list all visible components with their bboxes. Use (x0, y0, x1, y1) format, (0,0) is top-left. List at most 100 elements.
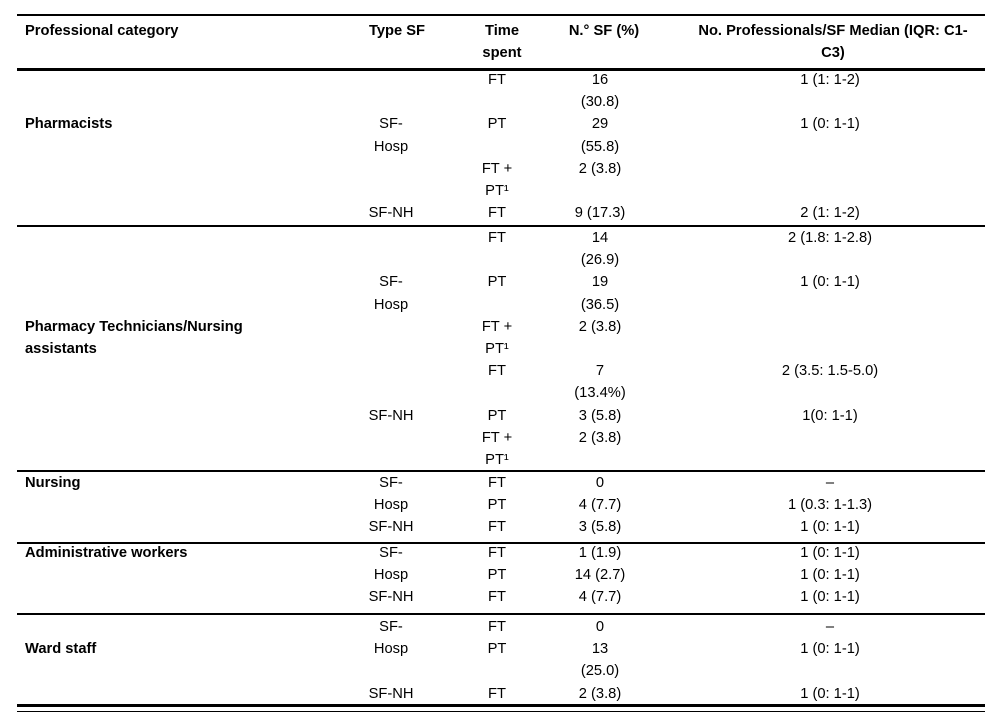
cell-category: Pharmacy Technicians/Nursing (25, 318, 243, 335)
header-professional-category: Professional category (25, 23, 179, 39)
cell-type-sf: Hosp (373, 138, 409, 155)
header-time-spent: spent (482, 45, 522, 62)
cell-time-spent: FT (488, 72, 506, 88)
cell-n-sf: 2 (3.8) (578, 685, 622, 702)
cell-time-spent: FT (488, 619, 506, 635)
table-top-rule (17, 14, 985, 16)
cell-median: 1(0: 1-1) (802, 407, 858, 424)
cell-median: 1 (0: 1-1) (800, 589, 860, 606)
table-bottom-rule-thick (17, 704, 985, 707)
cell-n-sf: 3 (5.8) (578, 407, 622, 424)
cell-time-spent: PT¹ (485, 341, 509, 357)
header-n-sf: N.° SF (%) (568, 23, 640, 39)
cell-n-sf: 19 (591, 274, 609, 291)
cell-n-sf: 7 (595, 363, 605, 380)
cell-time-spent: FT (488, 363, 506, 380)
cell-median: 2 (1: 1-2) (800, 205, 860, 222)
cell-median: – (825, 619, 835, 635)
cell-n-sf: (25.0) (580, 663, 620, 680)
cell-time-spent: FT + (481, 429, 513, 446)
header-time-spent: Time (484, 23, 519, 39)
cell-time-spent: FT (488, 230, 506, 246)
cell-time-spent: PT¹ (485, 452, 509, 468)
cell-n-sf: 29 (591, 116, 609, 133)
cell-category: assistants (25, 341, 97, 357)
cell-n-sf: 16 (591, 72, 609, 88)
cell-n-sf: 2 (3.8) (578, 429, 622, 446)
cell-n-sf: 2 (3.8) (578, 318, 622, 335)
cell-type-sf: Hosp (373, 497, 409, 514)
cell-median: 1 (0: 1-1) (800, 116, 860, 133)
cell-type-sf: Hosp (373, 641, 409, 658)
cell-type-sf: SF-NH (368, 519, 414, 536)
cell-type-sf: SF-NH (368, 589, 414, 606)
cell-time-spent: FT + (481, 160, 513, 177)
cell-time-spent: PT (487, 567, 507, 584)
header-median: C3) (821, 45, 845, 62)
cell-n-sf: (55.8) (580, 138, 620, 155)
cell-median: 1 (0: 1-1) (800, 567, 860, 584)
header-median: No. Professionals/SF Median (IQR: C1- (698, 23, 968, 39)
cell-type-sf: Hosp (373, 296, 409, 313)
cell-median: 1 (0: 1-1) (800, 685, 860, 702)
cell-time-spent: FT (488, 589, 506, 606)
cell-category: Nursing (25, 475, 81, 491)
header-type-sf: Type SF (368, 23, 426, 39)
cell-n-sf: 13 (591, 641, 609, 658)
cell-time-spent: FT (488, 475, 506, 491)
cell-median: 1 (1: 1-2) (800, 72, 860, 88)
cell-median: – (825, 475, 835, 491)
cell-time-spent: FT (488, 205, 506, 222)
cell-median: 1 (0: 1-1) (800, 519, 860, 536)
cell-median: 1 (0: 1-1) (800, 545, 860, 561)
cell-time-spent: FT (488, 545, 506, 561)
cell-n-sf: 3 (5.8) (578, 519, 622, 536)
cell-n-sf: (13.4%) (574, 385, 626, 402)
cell-n-sf: 9 (17.3) (574, 205, 626, 222)
cell-type-sf: SF- (379, 619, 403, 635)
cell-category: Pharmacists (25, 116, 113, 133)
cell-type-sf: SF-NH (368, 205, 414, 222)
block-separator-rule (17, 225, 985, 227)
cell-n-sf: 4 (7.7) (578, 589, 622, 606)
cell-median: 1 (0: 1-1) (800, 274, 860, 291)
cell-time-spent: PT (487, 497, 507, 514)
cell-type-sf: SF-NH (368, 685, 414, 702)
cell-n-sf: 4 (7.7) (578, 497, 622, 514)
cell-type-sf: SF- (379, 475, 403, 491)
cell-time-spent: PT (487, 641, 507, 658)
cell-n-sf: 0 (595, 475, 605, 491)
block-separator-rule (17, 470, 985, 472)
cell-category: Administrative workers (25, 545, 188, 561)
cell-type-sf: SF-NH (368, 407, 414, 424)
cell-median: 1 (0: 1-1) (800, 641, 860, 658)
block-separator-rule (17, 542, 985, 544)
cell-n-sf: 14 (591, 230, 609, 246)
cell-time-spent: PT (487, 407, 507, 424)
cell-time-spent: PT (487, 274, 507, 291)
cell-time-spent: PT¹ (485, 183, 509, 199)
block-separator-rule (17, 613, 985, 615)
cell-category: Ward staff (25, 641, 97, 658)
cell-n-sf: 2 (3.8) (578, 160, 622, 177)
cell-type-sf: SF- (379, 116, 403, 133)
cell-type-sf: Hosp (373, 567, 409, 584)
cell-n-sf: (30.8) (580, 94, 620, 111)
cell-median: 1 (0.3: 1-1.3) (787, 497, 873, 514)
cell-n-sf: (36.5) (580, 296, 620, 313)
cell-time-spent: FT + (481, 318, 513, 335)
cell-time-spent: PT (487, 116, 507, 133)
header-bottom-rule (17, 68, 985, 71)
cell-type-sf: SF- (379, 274, 403, 291)
cell-median: 2 (1.8: 1-2.8) (787, 230, 873, 246)
cell-type-sf: SF- (379, 545, 403, 561)
cell-time-spent: FT (488, 519, 506, 536)
cell-time-spent: FT (488, 685, 506, 702)
cell-n-sf: 14 (2.7) (574, 567, 626, 584)
cell-n-sf: 0 (595, 619, 605, 635)
table-bottom-rule-thin (17, 711, 985, 712)
cell-n-sf: (26.9) (580, 252, 620, 269)
cell-median: 2 (3.5: 1.5-5.0) (781, 363, 879, 380)
cell-n-sf: 1 (1.9) (578, 545, 622, 561)
